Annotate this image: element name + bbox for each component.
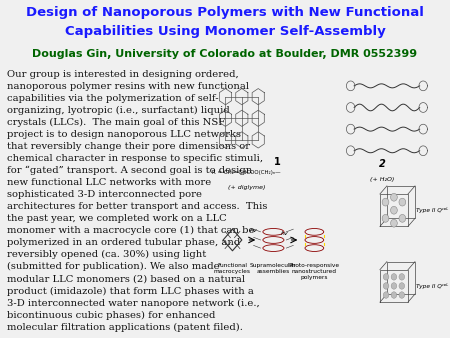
- Text: 2: 2: [379, 159, 386, 169]
- Circle shape: [391, 292, 397, 298]
- Circle shape: [383, 283, 389, 289]
- Text: bicontinuous cubic phases) for enhanced: bicontinuous cubic phases) for enhanced: [7, 311, 215, 320]
- Circle shape: [391, 274, 397, 280]
- Text: Type II Qᶜᵄᴸ (Pn3m): Type II Qᶜᵄᴸ (Pn3m): [416, 207, 450, 213]
- Text: (+ H₂O): (+ H₂O): [370, 177, 394, 182]
- Text: nanoporous polymer resins with new functional: nanoporous polymer resins with new funct…: [7, 82, 248, 91]
- Text: capabilities via the polymerization of self-: capabilities via the polymerization of s…: [7, 94, 218, 103]
- Text: new functional LLC networks with more: new functional LLC networks with more: [7, 178, 211, 187]
- Text: hv: hv: [281, 231, 289, 236]
- Circle shape: [391, 219, 397, 227]
- Text: Capabilities Using Monomer Self-Assembly: Capabilities Using Monomer Self-Assembly: [65, 25, 385, 38]
- Text: monomer with a macrocycle core (1) that can be: monomer with a macrocycle core (1) that …: [7, 226, 254, 235]
- Text: (submitted for publication). We also made: (submitted for publication). We also mad…: [7, 262, 219, 271]
- Text: Design of Nanoporous Polymers with New Functional: Design of Nanoporous Polymers with New F…: [26, 6, 424, 19]
- Circle shape: [382, 198, 389, 206]
- Circle shape: [399, 292, 405, 298]
- Text: modular LLC monomers (2) based on a natural: modular LLC monomers (2) based on a natu…: [7, 274, 245, 283]
- Text: architectures for better transport and access.  This: architectures for better transport and a…: [7, 202, 267, 211]
- Text: molecular filtration applications (patent filed).: molecular filtration applications (paten…: [7, 322, 243, 332]
- Circle shape: [399, 283, 405, 289]
- Text: R = CH₂=CHCOO(CH₂)ₙ—: R = CH₂=CHCOO(CH₂)ₙ—: [212, 170, 281, 175]
- Text: for “gated” transport. A second goal is to design: for “gated” transport. A second goal is …: [7, 166, 252, 175]
- Text: sophisticated 3-D interconnected pore: sophisticated 3-D interconnected pore: [7, 190, 202, 199]
- Text: crystals (LLCs).  The main goal of this NSF: crystals (LLCs). The main goal of this N…: [7, 118, 225, 127]
- Circle shape: [391, 283, 397, 289]
- Circle shape: [383, 292, 389, 298]
- Text: product (imidazole) that form LLC phases with a: product (imidazole) that form LLC phases…: [7, 286, 253, 295]
- Text: Photo-responsive
nanostructured
polymers: Photo-responsive nanostructured polymers: [289, 263, 340, 280]
- Text: Supramolecular
assemblies: Supramolecular assemblies: [250, 263, 297, 274]
- Text: that reversibly change their pore dimensions or: that reversibly change their pore dimens…: [7, 142, 250, 151]
- Text: the past year, we completed work on a LLC: the past year, we completed work on a LL…: [7, 214, 226, 223]
- Text: Our group is interested in designing ordered,: Our group is interested in designing ord…: [7, 70, 238, 79]
- Text: project is to design nanoporous LLC networks: project is to design nanoporous LLC netw…: [7, 130, 241, 139]
- Circle shape: [399, 198, 406, 206]
- Circle shape: [382, 214, 389, 222]
- Text: hv: hv: [250, 228, 257, 233]
- Circle shape: [399, 214, 406, 222]
- Text: 3-D interconnected water nanopore network (i.e.,: 3-D interconnected water nanopore networ…: [7, 298, 259, 308]
- Circle shape: [391, 193, 397, 201]
- Text: 1: 1: [274, 156, 280, 167]
- Text: (+ diglyme): (+ diglyme): [228, 185, 265, 190]
- Circle shape: [383, 274, 389, 280]
- Text: Douglas Gin, University of Colorado at Boulder, DMR 0552399: Douglas Gin, University of Colorado at B…: [32, 49, 418, 58]
- Circle shape: [399, 274, 405, 280]
- Text: organizing, lyotropic (i.e., surfactant) liquid: organizing, lyotropic (i.e., surfactant)…: [7, 106, 230, 115]
- Text: polymerized in an ordered tubular phase, and: polymerized in an ordered tubular phase,…: [7, 238, 240, 247]
- Text: reversibly opened (ca. 30%) using light: reversibly opened (ca. 30%) using light: [7, 250, 206, 260]
- Text: Type II Qᶜᵄᴸ (Ia3d): Type II Qᶜᵄᴸ (Ia3d): [416, 283, 450, 289]
- Text: Functional
macrocycles: Functional macrocycles: [214, 263, 251, 274]
- Text: chemical character in response to specific stimuli,: chemical character in response to specif…: [7, 154, 263, 163]
- Circle shape: [391, 206, 397, 214]
